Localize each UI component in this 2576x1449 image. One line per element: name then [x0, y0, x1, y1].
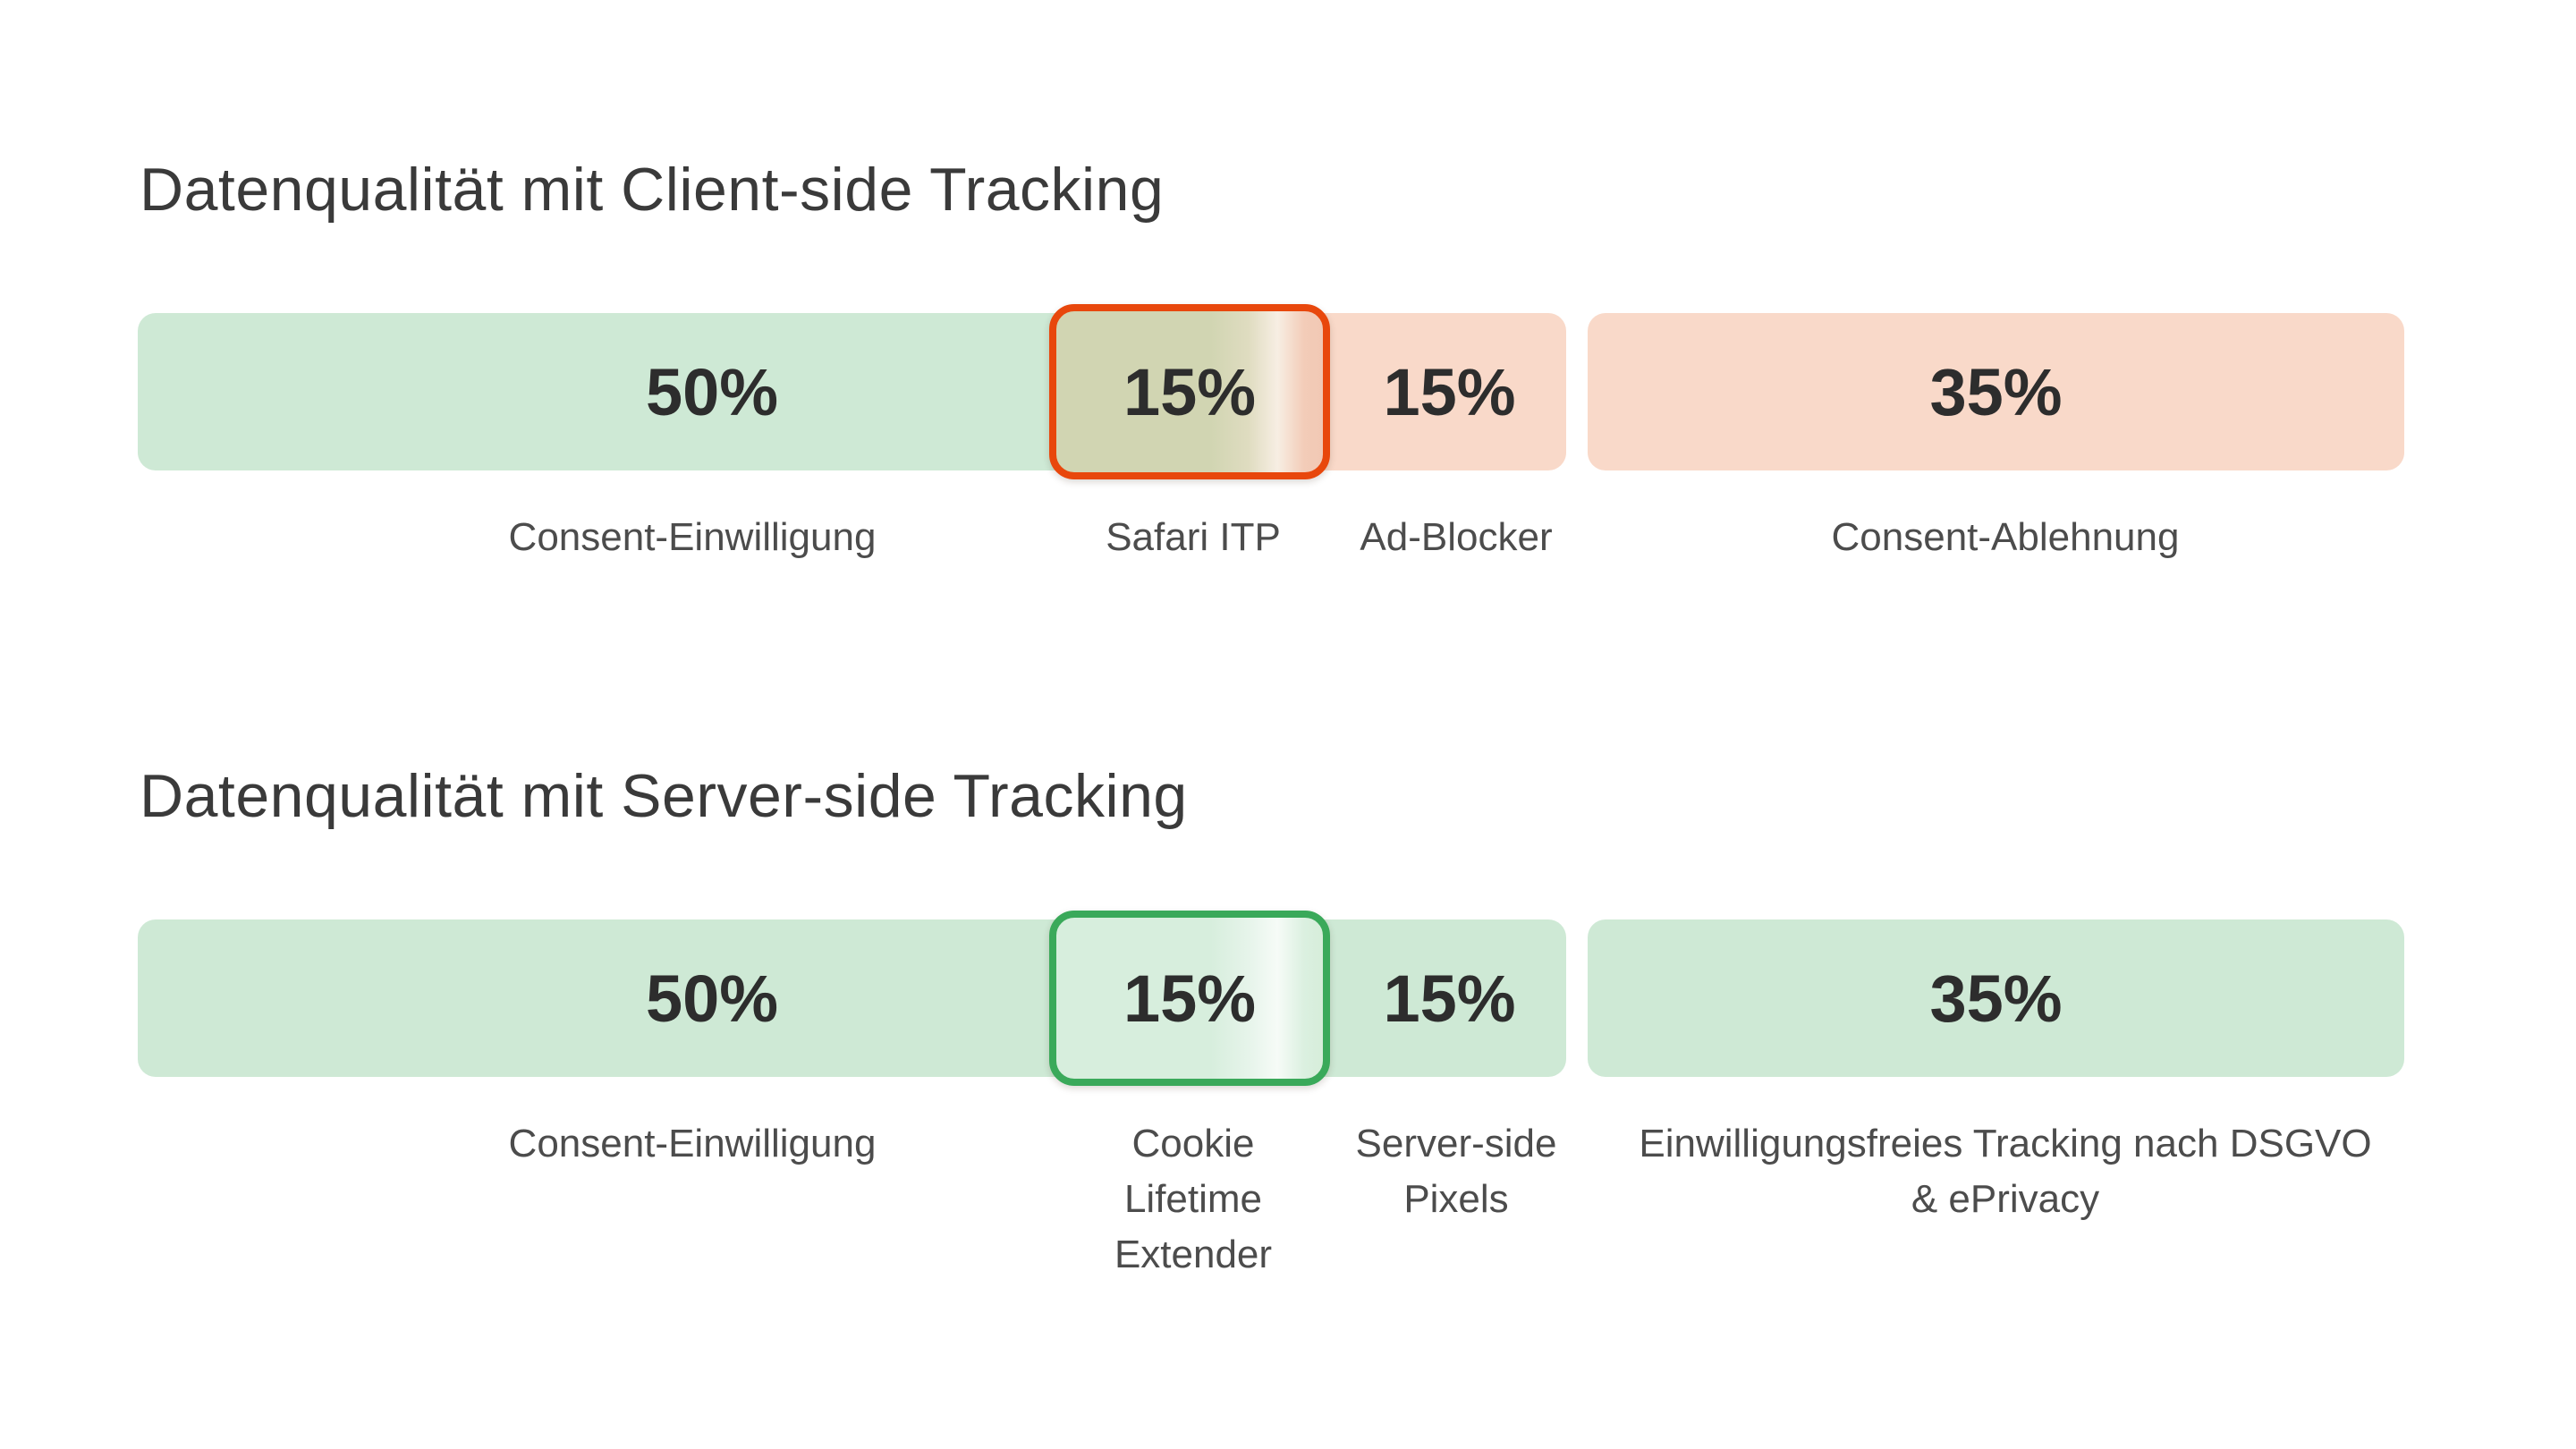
- label-consent-einwilligung: Consent-Einwilligung: [508, 1122, 877, 1165]
- bar-segment-einwilligungsfreies-tracking: 35%: [1588, 919, 2404, 1077]
- segment-value: 50%: [645, 354, 779, 429]
- chart-client-side-tracking: Datenqualität mit Client-side Tracking 5…: [138, 150, 2576, 621]
- chart-title: Datenqualität mit Client-side Tracking: [140, 156, 1165, 224]
- chart-title: Datenqualität mit Server-side Tracking: [140, 762, 1188, 830]
- segment-value: 35%: [1929, 354, 2063, 429]
- segment-value: 15%: [1123, 354, 1257, 429]
- segment-labels-row: Consent-Einwilligung Safari ITP Ad-Block…: [138, 510, 2404, 621]
- chart-server-side-tracking: Datenqualität mit Server-side Tracking 5…: [138, 757, 2576, 1331]
- stacked-bar-client-side: 50% 15% 35% 15%: [138, 304, 2404, 479]
- segment-value: 50%: [645, 961, 779, 1036]
- segment-value: 15%: [1383, 961, 1516, 1036]
- segment-value: 15%: [1383, 354, 1516, 429]
- label-einwilligungsfreies-tracking: Einwilligungsfreies Tracking nach DSGVO …: [1639, 1122, 2372, 1221]
- segment-value: 15%: [1123, 961, 1257, 1036]
- highlight-box-cookie-lifetime-extender: 15%: [1049, 911, 1330, 1086]
- stacked-bar-server-side: 50% 15% 35% 15%: [138, 911, 2404, 1086]
- bar-segment-consent-ablehnung: 35%: [1588, 313, 2404, 470]
- label-ad-blocker: Ad-Blocker: [1360, 515, 1553, 559]
- label-safari-itp: Safari ITP: [1106, 515, 1281, 559]
- highlight-box-safari-itp: 15%: [1049, 304, 1330, 479]
- segment-value: 35%: [1929, 961, 2063, 1036]
- label-consent-einwilligung: Consent-Einwilligung: [508, 515, 877, 559]
- bar-segment-server-side-pixels: 15%: [1293, 919, 1566, 1077]
- bar-segment-ad-blocker: 15%: [1293, 313, 1566, 470]
- label-cookie-lifetime-extender: Cookie Lifetime Extender: [1114, 1122, 1273, 1276]
- segment-labels-row: Consent-Einwilligung Cookie Lifetime Ext…: [138, 1116, 2404, 1331]
- label-consent-ablehnung: Consent-Ablehnung: [1831, 515, 2180, 559]
- label-server-side-pixels: Server-side Pixels: [1355, 1122, 1557, 1221]
